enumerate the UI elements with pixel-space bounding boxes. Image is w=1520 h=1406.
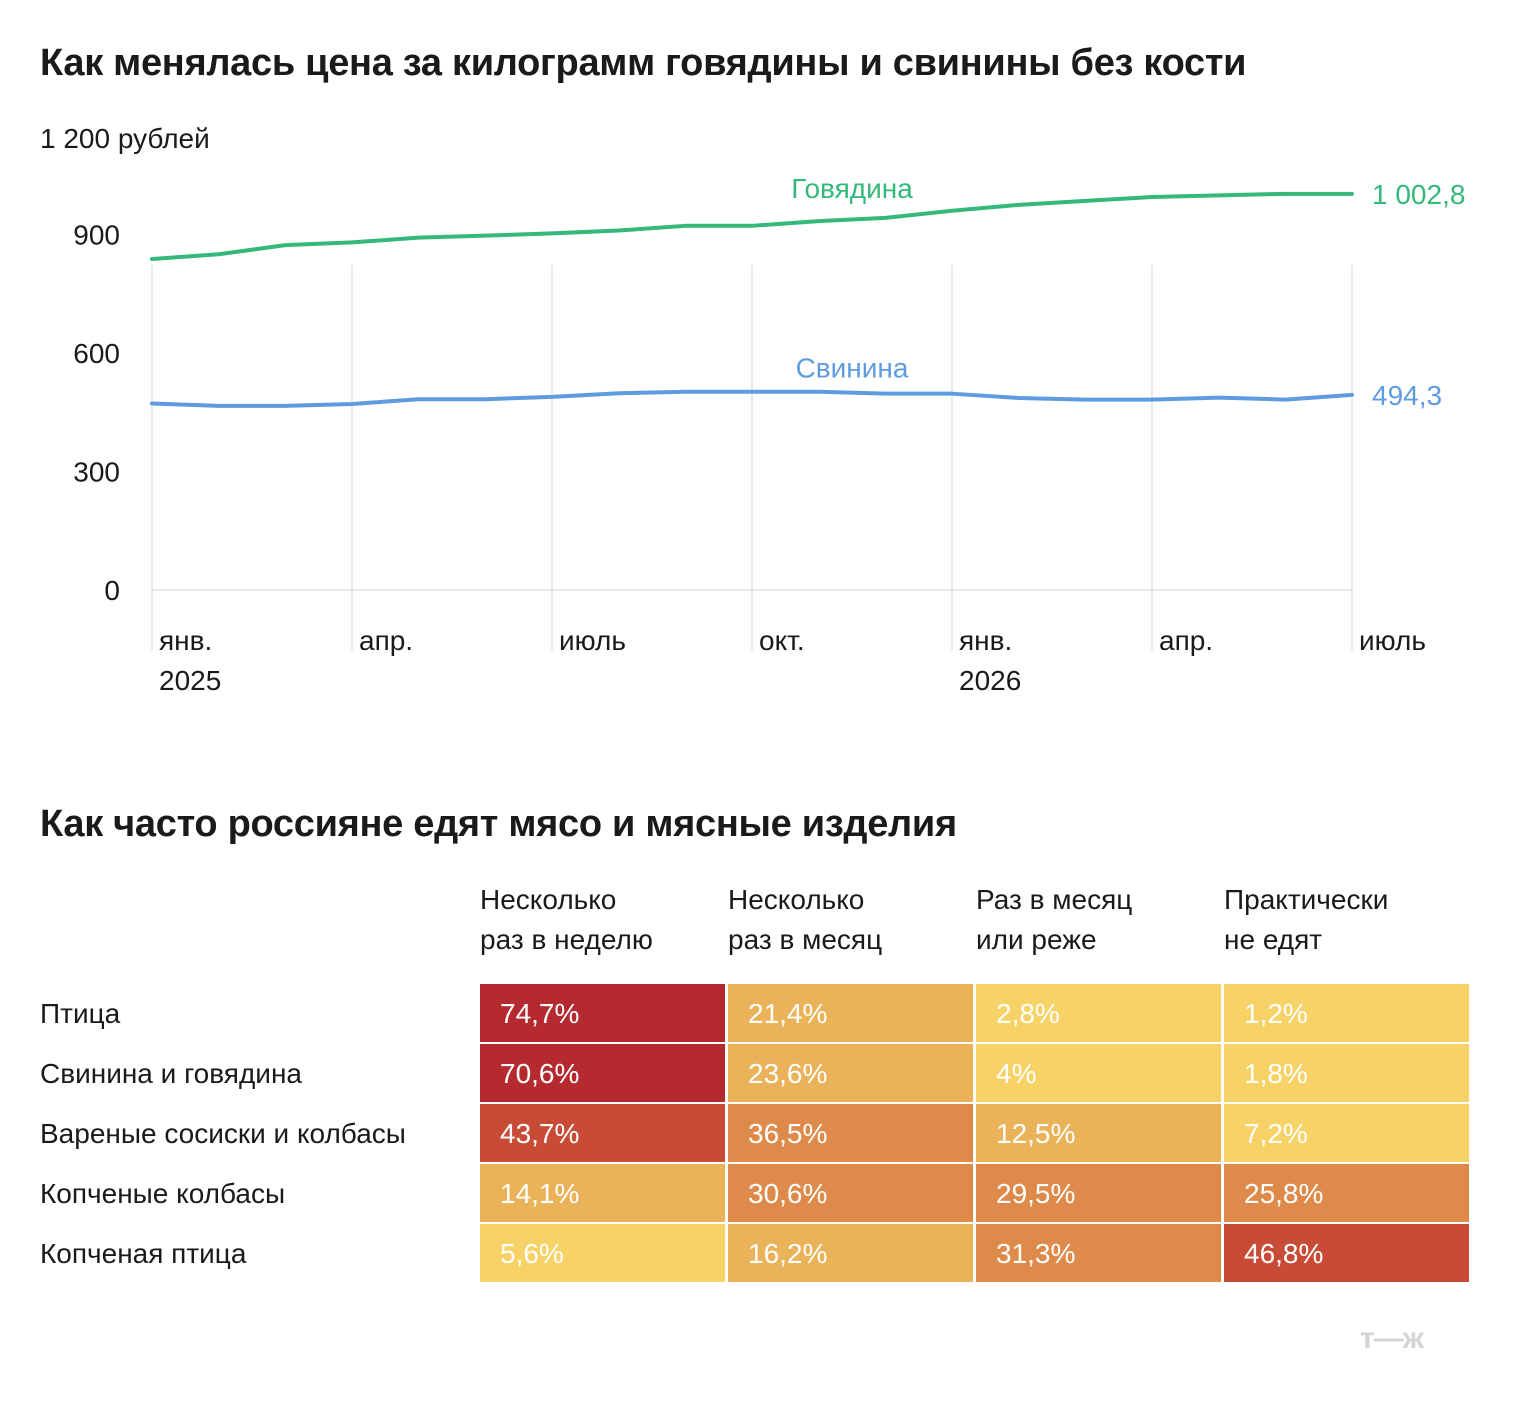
x-tick-label: июль [1359, 625, 1426, 656]
row-label: Копченая птица [40, 1238, 247, 1269]
heatmap-cell: 5,6% [480, 1224, 725, 1282]
y-tick-label: 300 [73, 457, 120, 488]
heatmap-cell: 46,8% [1224, 1224, 1469, 1282]
x-tick-sublabel: 2026 [959, 665, 1021, 696]
x-tick-label: апр. [359, 625, 413, 656]
heatmap-cell: 29,5% [976, 1164, 1221, 1222]
heatmap-cell: 12,5% [976, 1104, 1221, 1162]
heatmap-cell: 1,2% [1224, 984, 1469, 1042]
column-header: Практически не едят [1224, 884, 1389, 955]
heatmap-cell: 74,7% [480, 984, 725, 1042]
x-tick-label: окт. [759, 625, 805, 656]
heatmap-cell: 43,7% [480, 1104, 725, 1162]
series-line-pork [150, 389, 1354, 408]
heatmap-cell: 36,5% [728, 1104, 973, 1162]
y-axis-label: 1 200 рублей [40, 123, 210, 154]
y-tick-label: 900 [73, 220, 120, 251]
heatmap-cell: 2,8% [976, 984, 1221, 1042]
y-tick-label: 0 [104, 575, 120, 606]
heatmap-cell: 16,2% [728, 1224, 973, 1282]
heatmap-title: Как часто россияне едят мясо и мясные из… [40, 803, 957, 845]
row-label: Копченые колбасы [40, 1178, 286, 1209]
row-label: Свинина и говядина [40, 1058, 302, 1089]
heatmap-cell: 30,6% [728, 1164, 973, 1222]
x-tick-label: янв. [959, 625, 1012, 656]
series-end-label: 494,3 [1372, 380, 1442, 411]
brand-logo: т—ж [1360, 1322, 1424, 1355]
x-tick-label: янв. [159, 625, 212, 656]
heatmap-cell: 7,2% [1224, 1104, 1469, 1162]
y-tick-label: 600 [73, 338, 120, 369]
heatmap-cell: 23,6% [728, 1044, 973, 1102]
series-line-beef [150, 191, 1354, 261]
row-label: Птица [40, 998, 121, 1029]
heatmap-cell: 4% [976, 1044, 1221, 1102]
line-chart: 1 200 рублей 0 300 600 900 янв. 2025 апр. июль ок… [40, 123, 1465, 696]
column-header: Несколько раз в неделю [480, 884, 653, 955]
heatmap-cell: 14,1% [480, 1164, 725, 1222]
series-name-label: Говядина [791, 173, 913, 204]
column-header: Раз в месяц или реже [976, 884, 1133, 955]
heatmap-cell: 1,8% [1224, 1044, 1469, 1102]
series-name-label: Свинина [796, 353, 909, 384]
heatmap-cell: 31,3% [976, 1224, 1221, 1282]
heatmap-cell: 21,4% [728, 984, 973, 1042]
row-label: Вареные сосиски и колбасы [40, 1118, 406, 1149]
heatmap-cell: 70,6% [480, 1044, 725, 1102]
chart-title: Как менялась цена за килограмм говядины … [40, 42, 1247, 84]
heatmap-cell: 25,8% [1224, 1164, 1469, 1222]
x-tick-label: апр. [1159, 625, 1213, 656]
series-end-label: 1 002,8 [1372, 179, 1465, 210]
x-tick-label: июль [559, 625, 626, 656]
column-header: Несколько раз в месяц [728, 884, 883, 955]
x-tick-sublabel: 2025 [159, 665, 221, 696]
